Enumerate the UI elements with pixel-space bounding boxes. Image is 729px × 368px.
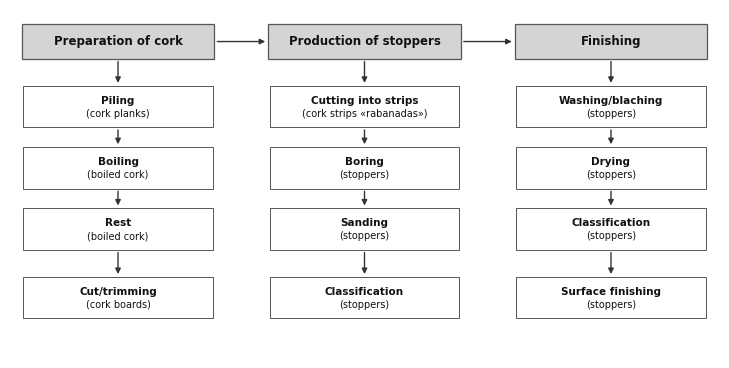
Text: Boring: Boring: [345, 157, 384, 167]
Text: (boiled cork): (boiled cork): [87, 170, 149, 180]
Text: (stoppers): (stoppers): [340, 300, 389, 310]
Bar: [23, 147, 213, 188]
Bar: [23, 208, 213, 250]
Bar: [268, 24, 461, 59]
Text: Piling: Piling: [101, 96, 135, 106]
Text: (cork planks): (cork planks): [86, 109, 150, 118]
Text: (boiled cork): (boiled cork): [87, 231, 149, 241]
Text: (stoppers): (stoppers): [340, 170, 389, 180]
Bar: [23, 86, 213, 127]
Bar: [516, 86, 706, 127]
Text: (stoppers): (stoppers): [340, 231, 389, 241]
Text: Boiling: Boiling: [98, 157, 139, 167]
Text: Surface finishing: Surface finishing: [561, 287, 661, 297]
Bar: [270, 277, 459, 318]
Text: Classification: Classification: [325, 287, 404, 297]
Text: (stoppers): (stoppers): [586, 170, 636, 180]
Bar: [270, 147, 459, 188]
Text: (stoppers): (stoppers): [586, 109, 636, 118]
Text: Production of stoppers: Production of stoppers: [289, 35, 440, 48]
Bar: [270, 208, 459, 250]
Text: Finishing: Finishing: [581, 35, 642, 48]
Bar: [270, 86, 459, 127]
Text: Washing/blaching: Washing/blaching: [559, 96, 663, 106]
Text: (stoppers): (stoppers): [586, 300, 636, 310]
Text: Sanding: Sanding: [340, 218, 389, 228]
Bar: [515, 24, 707, 59]
Bar: [516, 147, 706, 188]
Text: Drying: Drying: [591, 157, 631, 167]
Bar: [516, 208, 706, 250]
Text: Classification: Classification: [572, 218, 650, 228]
Bar: [23, 277, 213, 318]
Text: Cut/trimming: Cut/trimming: [79, 287, 157, 297]
Text: (cork boards): (cork boards): [85, 300, 150, 310]
Bar: [516, 277, 706, 318]
Text: Cutting into strips: Cutting into strips: [311, 96, 418, 106]
Bar: [22, 24, 214, 59]
Text: (stoppers): (stoppers): [586, 231, 636, 241]
Text: Rest: Rest: [105, 218, 131, 228]
Text: (cork strips «rabanadas»): (cork strips «rabanadas»): [302, 109, 427, 118]
Text: Preparation of cork: Preparation of cork: [54, 35, 182, 48]
